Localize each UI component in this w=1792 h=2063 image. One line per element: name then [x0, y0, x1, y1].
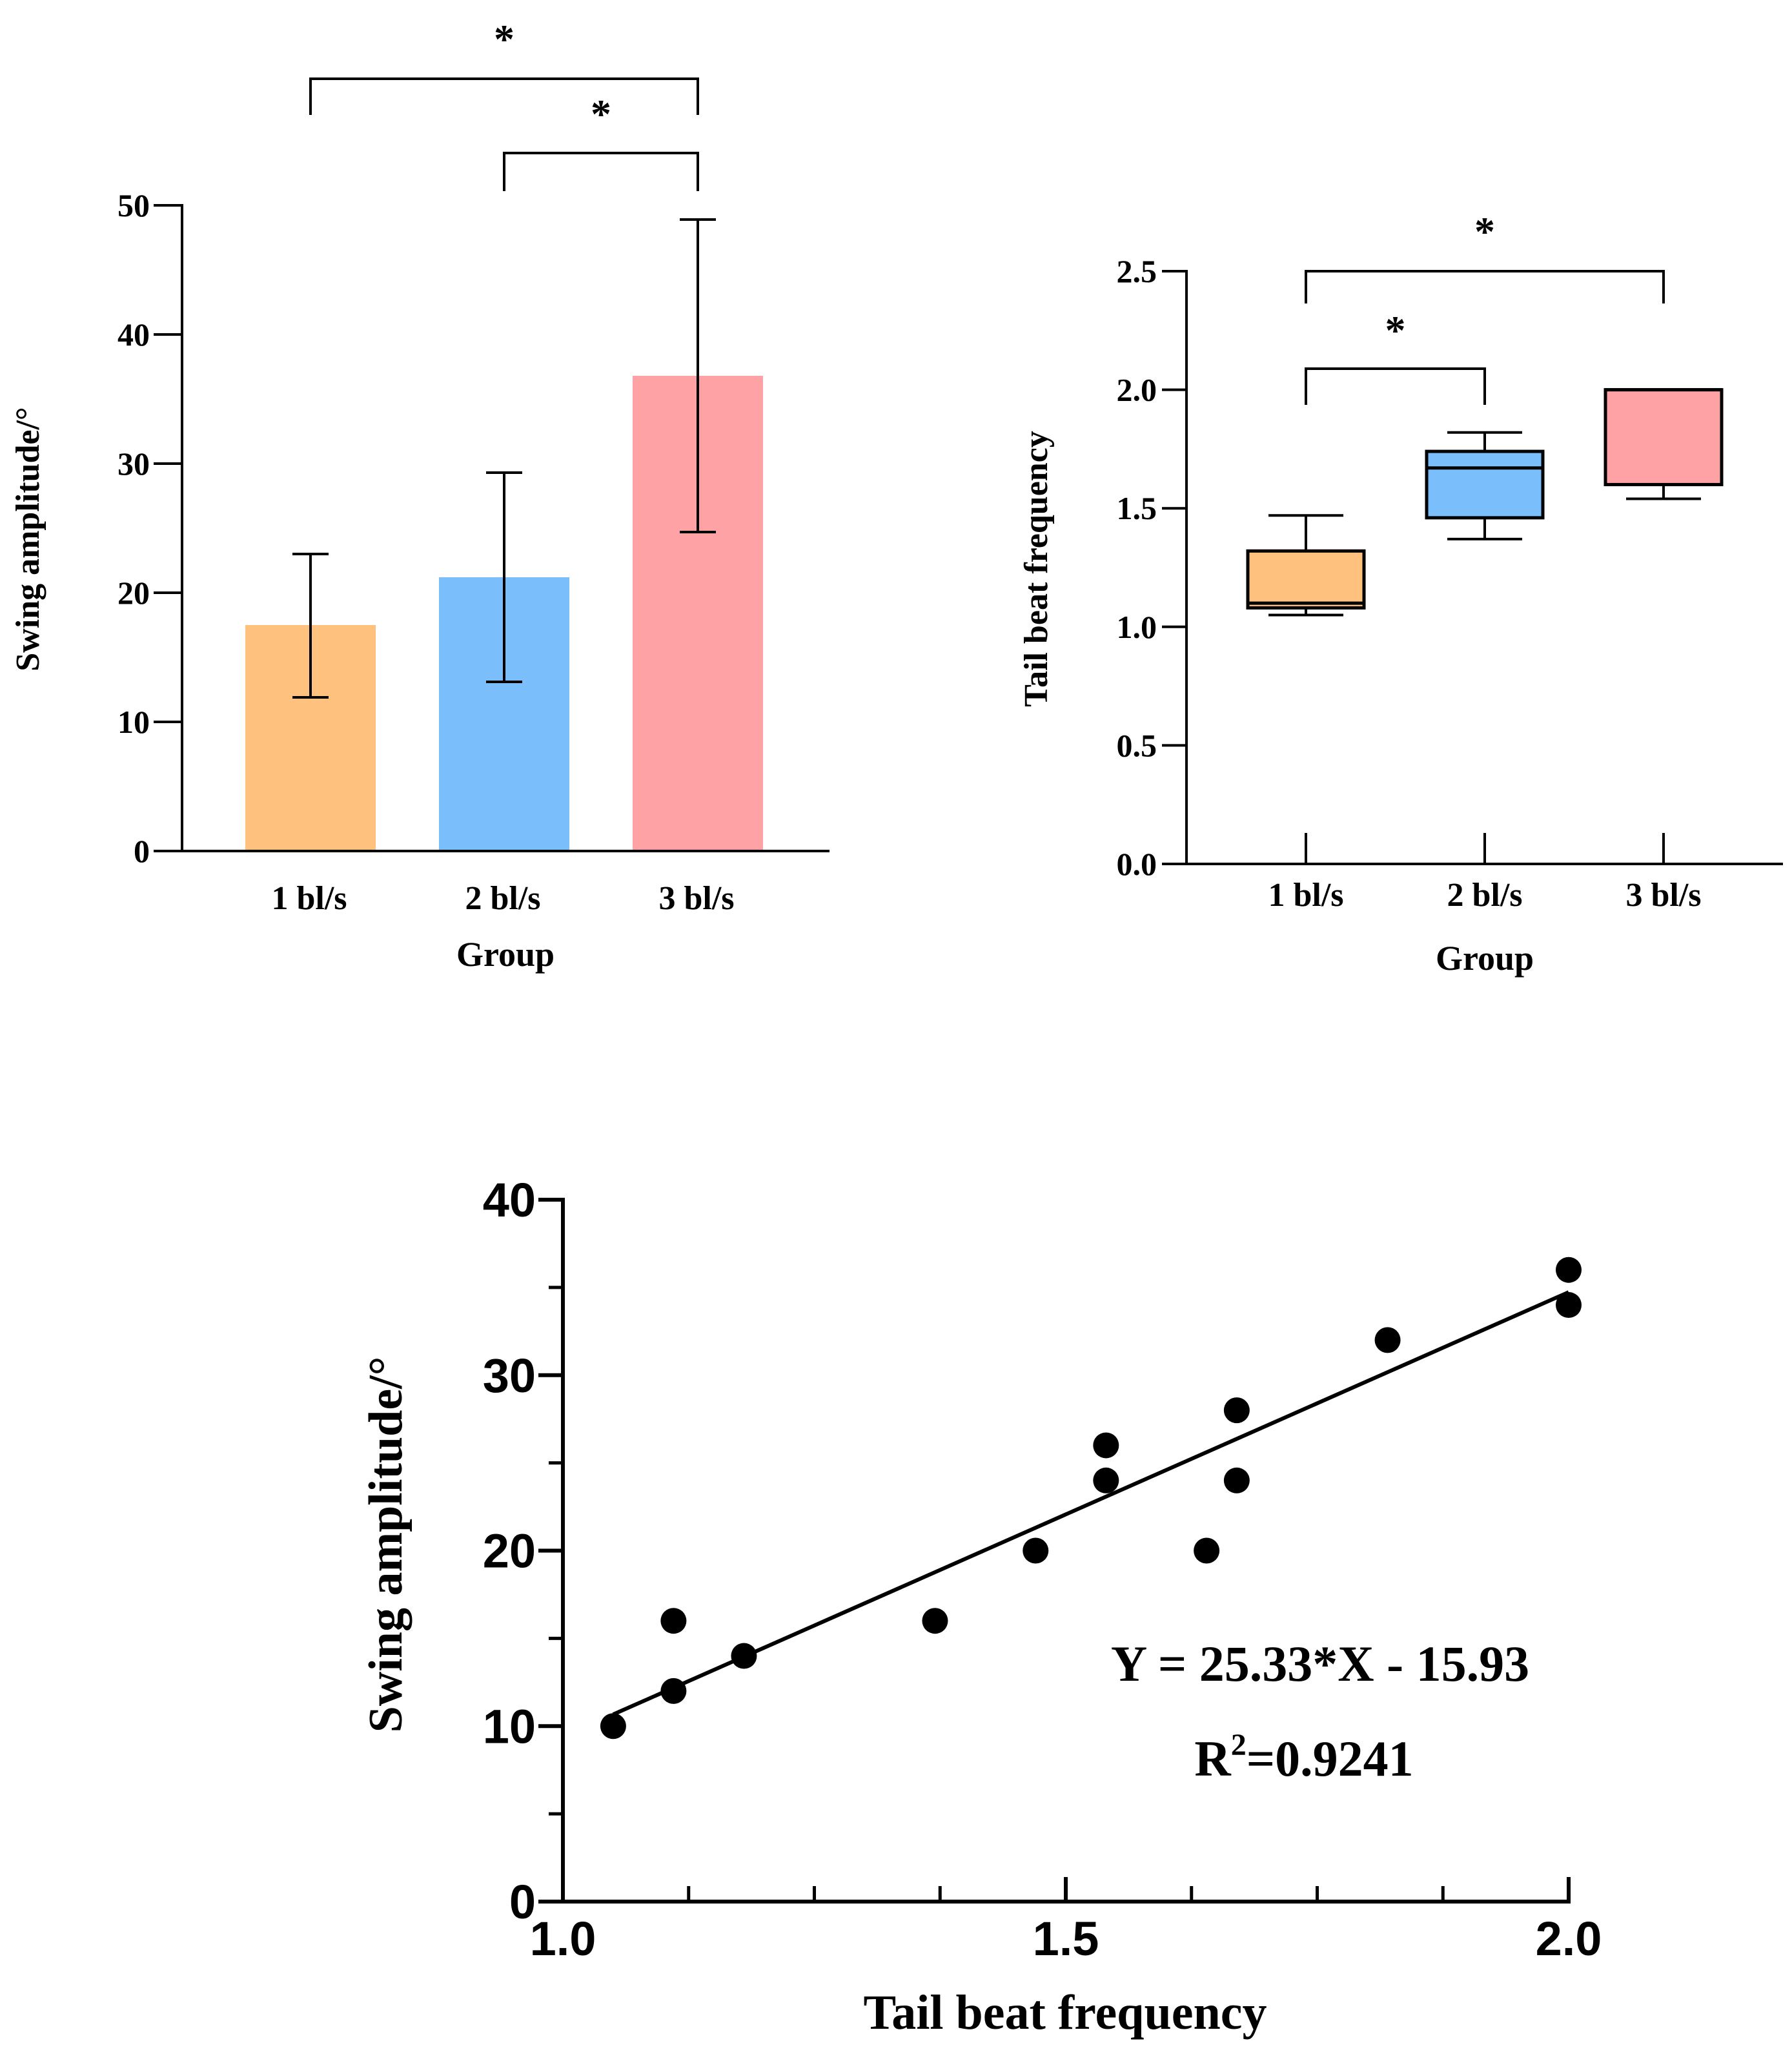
box-plot-ytick-label: 1.0 — [1117, 609, 1157, 645]
box-3 — [1604, 388, 1724, 486]
box-plot-ytick-label: 2.0 — [1117, 372, 1157, 408]
r-squared-label: R2=0.9241 — [1194, 1728, 1413, 1787]
scatter-point-14 — [1556, 1257, 1582, 1283]
significance-bracket — [309, 77, 699, 115]
scatter-point-5 — [922, 1608, 948, 1634]
scatter-ytick-label: 20 — [483, 1524, 536, 1578]
scatter-ytick-label: 10 — [483, 1699, 536, 1753]
significance-bracket — [1305, 270, 1665, 303]
significance-star: * — [494, 16, 514, 62]
scatter-point-4 — [731, 1643, 757, 1669]
scatter-xtick-label: 1.0 — [530, 1912, 596, 1965]
significance-bracket — [503, 152, 699, 191]
scatter-point-2 — [660, 1678, 687, 1704]
box-plot-ytick-label: 2.5 — [1117, 253, 1157, 289]
scatter-point-1 — [600, 1713, 626, 1740]
significance-star: * — [1474, 209, 1495, 254]
scatter-point-3 — [660, 1608, 687, 1634]
r-squared-superscript: 2 — [1231, 1728, 1247, 1762]
scatter-xtick-label: 1.5 — [1033, 1912, 1099, 1965]
bar-chart-ytick-label: 0 — [134, 833, 150, 869]
scatter-ytick-label: 30 — [483, 1349, 536, 1402]
bar-chart-ytick-label: 30 — [117, 446, 150, 482]
r-squared-prefix: R — [1194, 1730, 1232, 1787]
regression-line — [612, 1290, 1570, 1716]
bar-chart-xtick-label: 3 bl/s — [658, 880, 734, 917]
scatter-xtick-label: 2.0 — [1536, 1912, 1602, 1965]
scatter-point-7 — [1093, 1467, 1119, 1493]
box-1 — [1246, 549, 1366, 610]
box-plot-ytick-label: 0.0 — [1117, 846, 1157, 882]
bar-chart-panel: Swing amplitude/° Group 0 10 20 30 40 50 1 bl/… — [10, 16, 830, 974]
box-plot-xtick-label: 1 bl/s — [1268, 877, 1343, 914]
box-plot-xtick-label: 2 bl/s — [1447, 877, 1522, 914]
significance-bracket — [1305, 367, 1486, 405]
box-plot-ylabel: Tail beat frequency — [1018, 431, 1055, 707]
significance-star: * — [1385, 307, 1406, 353]
r-squared-value: =0.9241 — [1247, 1730, 1414, 1787]
scatter-point-9 — [1194, 1537, 1220, 1564]
scatter-point-13 — [1556, 1292, 1582, 1319]
bar-chart-ytick-label: 10 — [117, 704, 150, 740]
scatter-point-10 — [1223, 1467, 1250, 1493]
bar-chart-ytick-label: 50 — [117, 187, 150, 223]
scatter-point-6 — [1023, 1537, 1049, 1564]
scatter-ytick-label: 0 — [509, 1875, 536, 1929]
box-plot-xtick-label: 3 bl/s — [1625, 877, 1701, 914]
scatter-plot-panel: Swing amplitude/° Tail beat frequency Y … — [360, 1173, 1602, 2040]
bar-chart-ytick-label: 40 — [117, 316, 150, 353]
scatter-point-12 — [1374, 1327, 1401, 1353]
scatter-ylabel: Swing amplitude/° — [360, 1357, 412, 1733]
box-2 — [1425, 449, 1545, 520]
bar-chart-xtick-label: 2 bl/s — [465, 880, 540, 917]
scatter-point-8 — [1093, 1432, 1119, 1459]
bar-chart-xtick-label: 1 bl/s — [271, 880, 347, 917]
scatter-xlabel: Tail beat frequency — [864, 1986, 1267, 2040]
bar-chart-ytick-label: 20 — [117, 575, 150, 611]
regression-equation: Y = 25.33*X - 15.93 — [1111, 1636, 1529, 1692]
bar-chart-ylabel: Swing amplitude/° — [10, 407, 46, 671]
box-plot-ytick-label: 1.5 — [1117, 490, 1157, 526]
box-plot-ytick-label: 0.5 — [1117, 727, 1157, 763]
bar-chart-xlabel: Group — [456, 935, 555, 974]
significance-star: * — [591, 91, 611, 137]
scatter-ytick-label: 40 — [483, 1173, 536, 1227]
scatter-point-11 — [1223, 1397, 1250, 1424]
box-plot-xlabel: Group — [1436, 939, 1534, 978]
box-plot-panel: Tail beat frequency Group 0.0 0.5 1.0 1.5 2.… — [1018, 209, 1783, 978]
